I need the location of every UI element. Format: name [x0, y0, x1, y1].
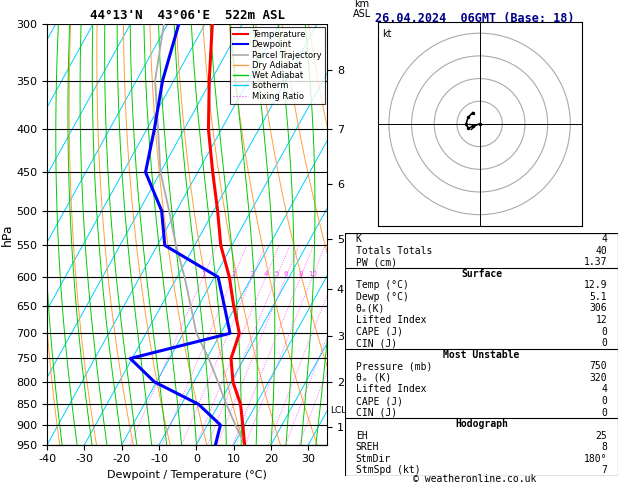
X-axis label: Dewpoint / Temperature (°C): Dewpoint / Temperature (°C) [107, 470, 267, 480]
Text: 750: 750 [590, 362, 608, 371]
Text: CAPE (J): CAPE (J) [355, 396, 403, 406]
Text: Totals Totals: Totals Totals [355, 245, 432, 256]
Text: 0: 0 [601, 338, 608, 348]
Text: Dewp (°C): Dewp (°C) [355, 292, 408, 302]
Text: 12: 12 [596, 315, 608, 325]
Text: 26.04.2024  06GMT (Base: 18): 26.04.2024 06GMT (Base: 18) [375, 12, 575, 25]
Text: 8: 8 [601, 442, 608, 452]
Text: 2: 2 [231, 271, 235, 277]
Text: Lifted Index: Lifted Index [355, 384, 426, 395]
Text: 0: 0 [601, 408, 608, 417]
Text: Most Unstable: Most Unstable [443, 350, 520, 360]
Text: 5.1: 5.1 [590, 292, 608, 302]
Legend: Temperature, Dewpoint, Parcel Trajectory, Dry Adiabat, Wet Adiabat, Isotherm, Mi: Temperature, Dewpoint, Parcel Trajectory… [230, 27, 325, 104]
Text: 8: 8 [298, 271, 303, 277]
Text: CIN (J): CIN (J) [355, 338, 397, 348]
Text: 6: 6 [284, 271, 288, 277]
Text: θₑ(K): θₑ(K) [355, 303, 385, 313]
Text: CAPE (J): CAPE (J) [355, 327, 403, 337]
Text: 0: 0 [601, 396, 608, 406]
Text: SREH: SREH [355, 442, 379, 452]
Text: StmDir: StmDir [355, 454, 391, 464]
Text: 5: 5 [274, 271, 279, 277]
Text: 10: 10 [308, 271, 317, 277]
Text: © weatheronline.co.uk: © weatheronline.co.uk [413, 473, 537, 484]
Text: 7: 7 [601, 466, 608, 475]
Text: kt: kt [382, 29, 392, 39]
Text: km
ASL: km ASL [352, 0, 371, 19]
Text: 306: 306 [590, 303, 608, 313]
Text: 1: 1 [201, 271, 205, 277]
Text: 4: 4 [601, 234, 608, 244]
Text: PW (cm): PW (cm) [355, 257, 397, 267]
Text: 180°: 180° [584, 454, 608, 464]
Title: 44°13'N  43°06'E  522m ASL: 44°13'N 43°06'E 522m ASL [89, 9, 285, 22]
Text: 320: 320 [590, 373, 608, 383]
Text: 40: 40 [596, 245, 608, 256]
Text: StmSpd (kt): StmSpd (kt) [355, 466, 420, 475]
Text: θₑ (K): θₑ (K) [355, 373, 391, 383]
Text: Hodograph: Hodograph [455, 419, 508, 429]
Text: 12.9: 12.9 [584, 280, 608, 290]
Text: 1.37: 1.37 [584, 257, 608, 267]
Text: K: K [355, 234, 362, 244]
Text: 3: 3 [250, 271, 254, 277]
Text: Lifted Index: Lifted Index [355, 315, 426, 325]
Text: 4: 4 [264, 271, 268, 277]
Text: Temp (°C): Temp (°C) [355, 280, 408, 290]
Text: EH: EH [355, 431, 367, 441]
Text: CIN (J): CIN (J) [355, 408, 397, 417]
Text: Surface: Surface [461, 269, 502, 279]
Text: 4: 4 [601, 384, 608, 395]
Text: 0: 0 [601, 327, 608, 337]
Text: Pressure (mb): Pressure (mb) [355, 362, 432, 371]
Y-axis label: hPa: hPa [1, 223, 14, 246]
Text: LCL: LCL [330, 406, 346, 415]
Text: 25: 25 [596, 431, 608, 441]
